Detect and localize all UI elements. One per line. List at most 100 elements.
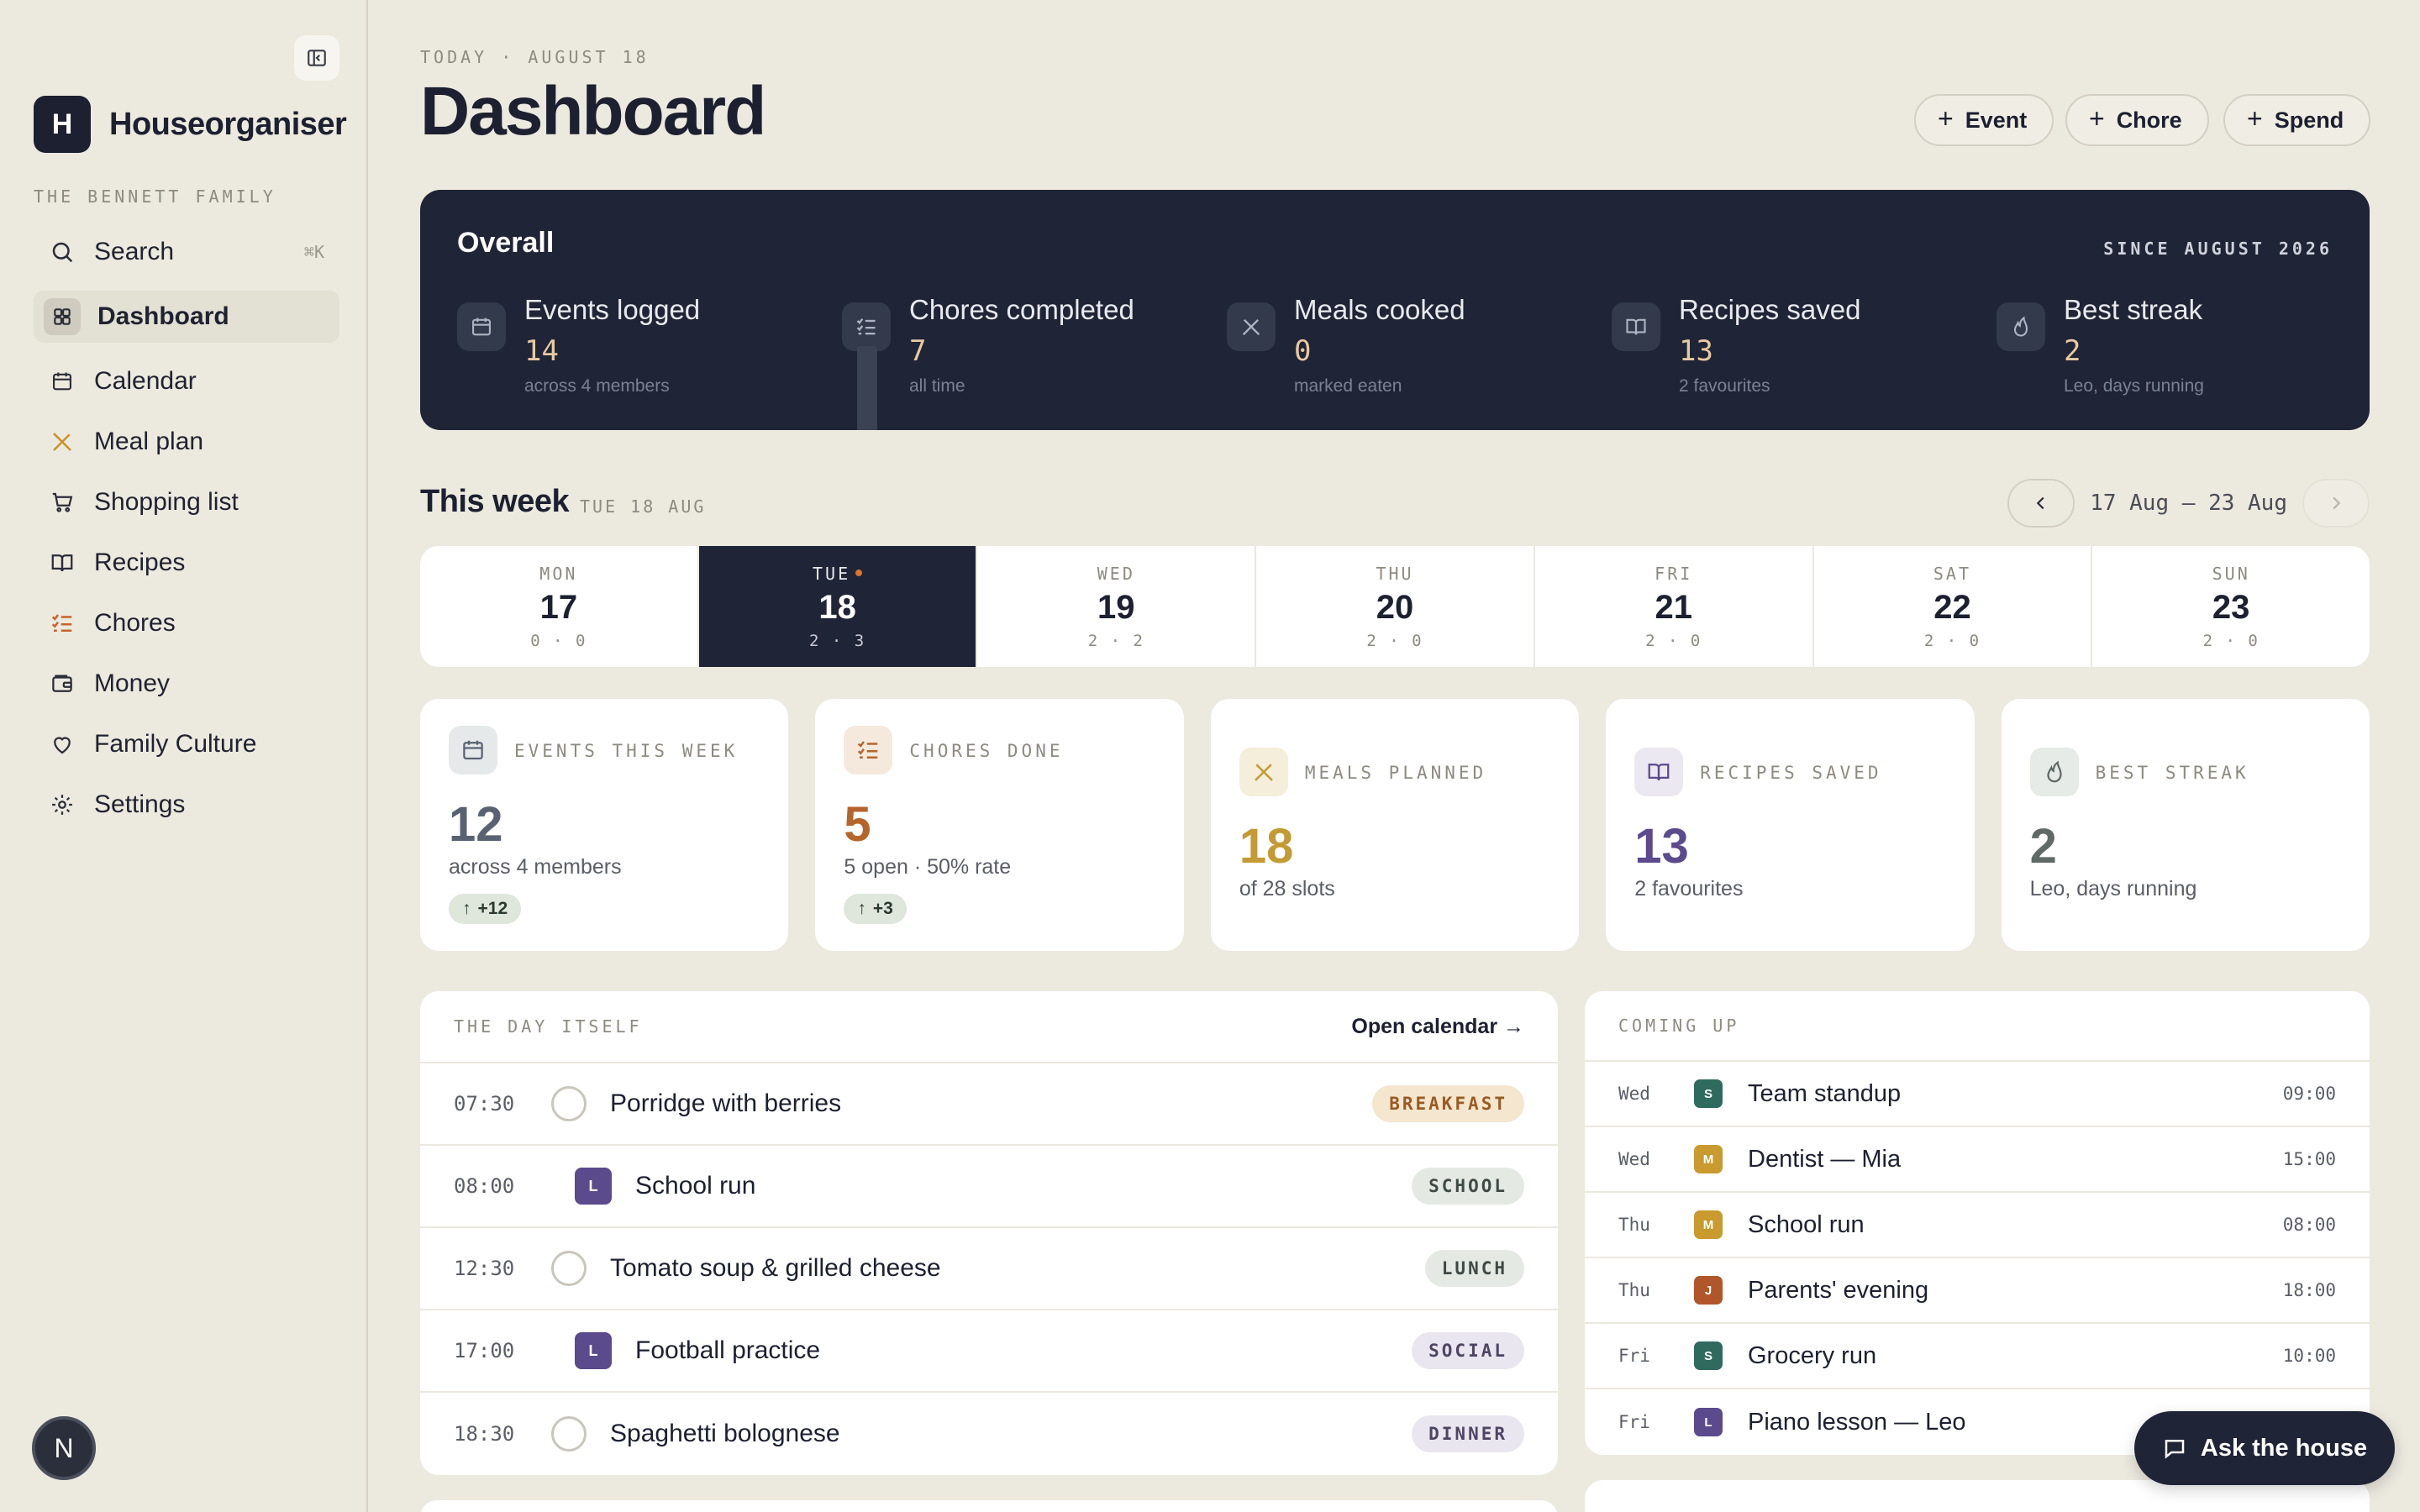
- next-panel-left: [420, 1500, 1558, 1512]
- item-title: Porridge with berries: [610, 1089, 842, 1117]
- list-item[interactable]: Fri S Grocery run 10:00: [1585, 1324, 2370, 1389]
- sidebar-item-label: Chores: [94, 609, 176, 637]
- stat-label: Best streak: [2064, 294, 2203, 325]
- stat-value: 2: [2064, 334, 2081, 368]
- card-sub: across 4 members: [449, 855, 622, 879]
- item-time: 08:00: [2282, 1215, 2336, 1235]
- list-item[interactable]: Wed M Dentist — Mia 15:00: [1585, 1127, 2370, 1193]
- add-chore-button[interactable]: + Chore: [2065, 94, 2209, 146]
- item-day: Wed: [1618, 1084, 1650, 1104]
- card-sub: 2 favourites: [1634, 877, 1744, 900]
- gear-icon: [44, 786, 81, 823]
- item-time: 07:30: [454, 1092, 515, 1116]
- list-item[interactable]: Wed S Team standup 09:00: [1585, 1062, 2370, 1127]
- item-title: Piano lesson — Leo: [1748, 1408, 1966, 1436]
- stat-value: 13: [1679, 334, 1713, 368]
- item-time: 18:00: [2282, 1280, 2336, 1300]
- ask-the-house-button[interactable]: Ask the house: [2134, 1411, 2395, 1485]
- card-label: BEST STREAK: [2095, 763, 2249, 783]
- day-date: 21: [1655, 588, 1692, 626]
- sidebar-item-recipes[interactable]: Recipes: [34, 533, 339, 593]
- page-title: Dashboard: [420, 73, 766, 150]
- overall-title: Overall: [457, 227, 555, 259]
- card-best-streak[interactable]: BEST STREAK 2 Leo, days running: [2001, 699, 2370, 951]
- sidebar-item-label: Money: [94, 669, 171, 697]
- day-counts: 2 · 3: [808, 631, 866, 650]
- search-item[interactable]: Search ⌘K: [34, 227, 339, 277]
- add-spend-button[interactable]: + Spend: [2223, 94, 2371, 146]
- stat-value: 0: [1294, 334, 1312, 368]
- day-wed[interactable]: WED 19 2 · 2: [977, 546, 1257, 667]
- list-item[interactable]: 07:30 Porridge with berries BREAKFAST: [420, 1063, 1558, 1146]
- list-item[interactable]: Thu J Parents' evening 18:00: [1585, 1258, 2370, 1324]
- list-item[interactable]: 18:30 Spaghetti bolognese DINNER: [420, 1393, 1558, 1475]
- list-item[interactable]: 08:00 L School run SCHOOL: [420, 1146, 1558, 1228]
- sidebar-item-calendar[interactable]: Calendar: [34, 351, 339, 412]
- item-time: 15:00: [2282, 1149, 2336, 1169]
- sidebar-nav: Search ⌘K Dashboard Calendar Meal plan: [34, 227, 339, 835]
- day-name: SAT: [1933, 563, 1972, 584]
- day-fri[interactable]: FRI 21 2 · 0: [1535, 546, 1814, 667]
- plus-icon: +: [2089, 103, 2105, 134]
- add-event-button[interactable]: + Event: [1914, 94, 2054, 146]
- checklist-icon: [842, 302, 891, 351]
- day-name: MON: [539, 563, 578, 584]
- overall-since: SINCE AUGUST 2026: [2103, 239, 2333, 259]
- item-title: Parents' evening: [1748, 1276, 1929, 1304]
- button-label: Chore: [2116, 107, 2182, 133]
- item-day: Fri: [1618, 1412, 1650, 1432]
- next-week-button[interactable]: [2302, 479, 2370, 528]
- book-icon: [1634, 748, 1684, 796]
- item-time: 10:00: [2282, 1346, 2336, 1366]
- list-item[interactable]: Thu M School run 08:00: [1585, 1193, 2370, 1258]
- open-calendar-link[interactable]: Open calendar →: [1351, 1014, 1524, 1038]
- day-thu[interactable]: THU 20 2 · 0: [1256, 546, 1535, 667]
- sidebar-item-dashboard[interactable]: Dashboard: [34, 291, 339, 343]
- stat-sub: Leo, days running: [2064, 376, 2204, 396]
- day-tue[interactable]: TUE 18 2 · 3: [698, 546, 978, 667]
- sidebar-item-money[interactable]: Money: [34, 654, 339, 714]
- meal-check-circle[interactable]: [551, 1251, 587, 1286]
- list-item[interactable]: 12:30 Tomato soup & grilled cheese LUNCH: [420, 1228, 1558, 1310]
- day-sat[interactable]: SAT 22 2 · 0: [1814, 546, 2093, 667]
- day-date: 17: [539, 588, 578, 626]
- day-name: SUN: [2212, 563, 2250, 584]
- card-label: RECIPES SAVED: [1700, 763, 1882, 783]
- member-avatar: M: [1694, 1145, 1723, 1173]
- sidebar-item-label: Meal plan: [94, 428, 204, 455]
- sidebar-item-label: Dashboard: [97, 302, 229, 330]
- summary-cards: EVENTS THIS WEEK 12 across 4 members ↑ +1…: [420, 699, 2370, 951]
- list-item[interactable]: Fri L Piano lesson — Leo: [1585, 1389, 2370, 1455]
- item-title: Team standup: [1748, 1079, 1902, 1107]
- sidebar-item-family-culture[interactable]: Family Culture: [34, 714, 339, 774]
- sidebar-item-label: Settings: [94, 790, 186, 818]
- sidebar-item-shopping-list[interactable]: Shopping list: [34, 472, 339, 533]
- item-title: Grocery run: [1748, 1341, 1877, 1369]
- card-meals-planned[interactable]: MEALS PLANNED 18 of 28 slots: [1210, 699, 1580, 951]
- tag-badge: BREAKFAST: [1372, 1085, 1524, 1122]
- day-sun[interactable]: SUN 23 2 · 0: [2092, 546, 2370, 667]
- meal-check-circle[interactable]: [551, 1086, 587, 1121]
- heart-icon: [44, 726, 81, 763]
- day-mon[interactable]: MON 17 0 · 0: [420, 546, 699, 667]
- sidebar-item-settings[interactable]: Settings: [34, 774, 339, 835]
- prev-week-button[interactable]: [2007, 479, 2075, 528]
- stat-sub: all time: [909, 376, 965, 396]
- sidebar-item-chores[interactable]: Chores: [34, 593, 339, 654]
- utensils-icon: [44, 423, 81, 460]
- user-avatar[interactable]: N: [32, 1416, 96, 1480]
- card-recipes-saved[interactable]: RECIPES SAVED 13 2 favourites: [1606, 699, 1975, 951]
- meal-check-circle[interactable]: [551, 1416, 587, 1452]
- collapse-sidebar-button[interactable]: [294, 35, 339, 81]
- card-sub: Leo, days running: [2029, 877, 2197, 900]
- item-title: School run: [1748, 1210, 1865, 1238]
- calendar-icon: [44, 363, 81, 400]
- brand[interactable]: H Houseorganiser: [34, 96, 347, 153]
- card-chores-done[interactable]: CHORES DONE 5 5 open · 50% rate ↑ +3: [815, 699, 1184, 951]
- sidebar-item-meal-plan[interactable]: Meal plan: [34, 412, 339, 472]
- card-events-this-week[interactable]: EVENTS THIS WEEK 12 across 4 members ↑ +1…: [420, 699, 789, 951]
- search-shortcut: ⌘K: [303, 242, 324, 262]
- card-label: EVENTS THIS WEEK: [514, 741, 739, 761]
- tag-badge: SCHOOL: [1412, 1168, 1524, 1205]
- list-item[interactable]: 17:00 L Football practice SOCIAL: [420, 1310, 1558, 1393]
